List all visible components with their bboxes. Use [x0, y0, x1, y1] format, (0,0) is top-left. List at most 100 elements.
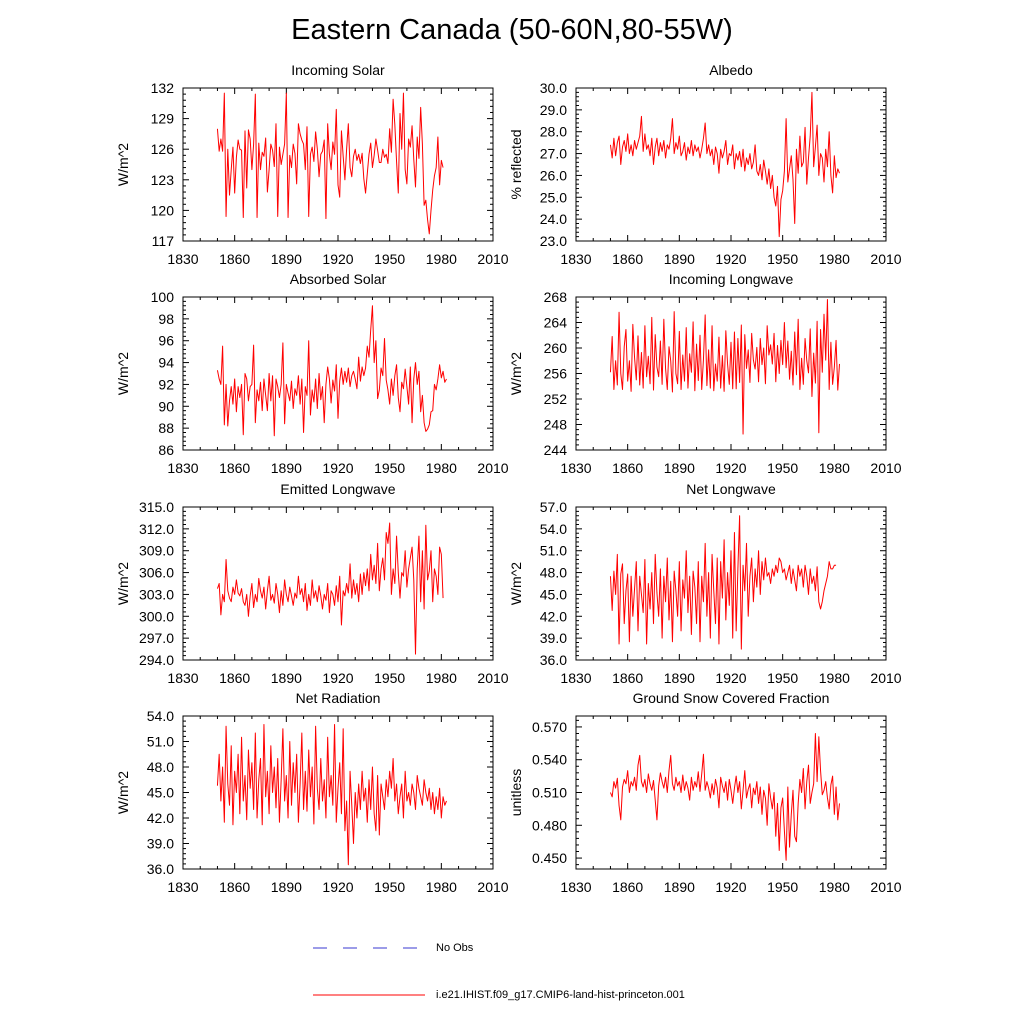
y-tick-label: 23.0: [540, 233, 567, 249]
series-line-ground-snow-covered-fraction: [609, 732, 840, 861]
chart-title: Ground Snow Covered Fraction: [633, 690, 830, 706]
x-tick-label: 1980: [819, 251, 850, 267]
y-tick-label: 92: [158, 376, 174, 392]
chart-panel-net-radiation: Net Radiation W/m^2 1830 1860 1890 1920 1950 19…: [115, 690, 509, 895]
y-tick-label: 248: [544, 417, 568, 433]
legend-model-label: i.e21.IHIST.f09_g17.CMIP6-land-hist-prin…: [436, 989, 685, 1001]
x-tick-label: 1920: [322, 879, 353, 895]
y-tick-label: 0.570: [532, 719, 567, 735]
x-tick-label: 1920: [715, 460, 746, 476]
x-tick-label: 1830: [167, 460, 198, 476]
x-tick-label: 1860: [219, 460, 250, 476]
y-tick-label: 94: [158, 355, 174, 371]
y-tick-label: 48.0: [147, 759, 174, 775]
x-tick-label: 1830: [560, 879, 591, 895]
x-tick-label: 1980: [426, 251, 457, 267]
y-tick-label: 45.0: [147, 785, 174, 801]
y-tick-label: 312.0: [139, 521, 174, 537]
x-tick-label: 1830: [560, 670, 591, 686]
y-tick-label: 39.0: [540, 630, 567, 646]
chart-title: Incoming Solar: [291, 62, 385, 78]
y-tick-label: 39.0: [147, 836, 174, 852]
y-tick-label: 100: [151, 289, 175, 305]
y-tick-label: 90: [158, 398, 174, 414]
x-tick-label: 1830: [167, 879, 198, 895]
y-axis-label: % reflected: [508, 129, 524, 199]
y-tick-label: 98: [158, 311, 174, 327]
y-tick-label: 244: [544, 442, 568, 458]
series-line-incoming-longwave: [609, 299, 840, 435]
x-tick-label: 1890: [664, 879, 695, 895]
x-tick-label: 1890: [271, 251, 302, 267]
x-tick-label: 1890: [664, 251, 695, 267]
y-tick-label: 264: [544, 315, 568, 331]
y-tick-label: 126: [151, 141, 175, 157]
y-tick-label: 268: [544, 289, 568, 305]
y-tick-label: 25.0: [540, 189, 567, 205]
x-tick-label: 1980: [819, 460, 850, 476]
y-tick-label: 0.450: [532, 850, 567, 866]
y-tick-label: 256: [544, 366, 568, 382]
x-tick-label: 2010: [477, 460, 508, 476]
y-tick-label: 294.0: [139, 652, 174, 668]
y-tick-label: 57.0: [540, 499, 567, 515]
y-tick-label: 315.0: [139, 499, 174, 515]
x-tick-label: 1920: [715, 670, 746, 686]
x-tick-label: 1860: [612, 460, 643, 476]
legend: [313, 947, 425, 996]
y-tick-label: 132: [151, 80, 175, 96]
x-tick-label: 1950: [767, 251, 798, 267]
y-axis-label: W/m^2: [115, 143, 131, 186]
x-tick-label: 2010: [870, 460, 901, 476]
x-tick-label: 1860: [612, 879, 643, 895]
x-tick-label: 1950: [374, 251, 405, 267]
x-tick-label: 1860: [219, 251, 250, 267]
series-line-albedo: [609, 91, 840, 238]
y-tick-label: 297.0: [139, 630, 174, 646]
x-tick-label: 1890: [271, 460, 302, 476]
y-tick-label: 309.0: [139, 543, 174, 559]
y-tick-label: 306.0: [139, 565, 174, 581]
x-tick-label: 1830: [167, 670, 198, 686]
chart-panel-emitted-longwave: Emitted Longwave W/m^2 1830 1860 1890 1920 195…: [115, 481, 509, 686]
x-tick-label: 1920: [715, 251, 746, 267]
y-tick-label: 300.0: [139, 608, 174, 624]
chart-panel-incoming-solar: Incoming Solar W/m^2 1830 1860 1890 1920 1950 1…: [115, 62, 509, 267]
y-tick-label: 36.0: [147, 861, 174, 877]
y-tick-label: 28.0: [540, 124, 567, 140]
y-tick-label: 96: [158, 333, 174, 349]
y-tick-label: 42.0: [540, 608, 567, 624]
x-tick-label: 2010: [870, 251, 901, 267]
plot-frame: [575, 506, 887, 661]
chart-panel-absorbed-solar: Absorbed Solar W/m^2 1830 1860 1890 1920 1950 1…: [115, 271, 509, 476]
x-tick-label: 1860: [219, 879, 250, 895]
x-tick-label: 2010: [477, 251, 508, 267]
y-tick-label: 48.0: [540, 565, 567, 581]
chart-title: Net Radiation: [296, 690, 381, 706]
y-tick-label: 36.0: [540, 652, 567, 668]
y-tick-label: 51.0: [147, 734, 174, 750]
plot-frame: [182, 296, 494, 451]
y-tick-label: 54.0: [147, 708, 174, 724]
x-tick-label: 1830: [167, 251, 198, 267]
y-tick-label: 123: [151, 172, 175, 188]
y-tick-label: 45.0: [540, 586, 567, 602]
y-tick-label: 303.0: [139, 586, 174, 602]
x-tick-label: 1980: [819, 879, 850, 895]
y-axis-label: unitless: [508, 769, 524, 816]
y-tick-label: 0.510: [532, 785, 567, 801]
legend-obs-label: No Obs: [436, 942, 474, 954]
x-tick-label: 2010: [477, 879, 508, 895]
chart-title: Absorbed Solar: [290, 271, 387, 287]
y-axis-label: W/m^2: [508, 352, 524, 395]
y-tick-label: 42.0: [147, 810, 174, 826]
chart-panel-ground-snow-covered-fraction: Ground Snow Covered Fraction unitless 1830…: [508, 690, 902, 895]
x-tick-label: 1890: [271, 670, 302, 686]
series-line-net-longwave: [609, 515, 837, 650]
x-tick-label: 1860: [612, 251, 643, 267]
plot-frame: [182, 506, 494, 661]
y-axis-label: W/m^2: [115, 771, 131, 814]
chart-title: Incoming Longwave: [669, 271, 794, 287]
y-axis-label: W/m^2: [115, 562, 131, 605]
